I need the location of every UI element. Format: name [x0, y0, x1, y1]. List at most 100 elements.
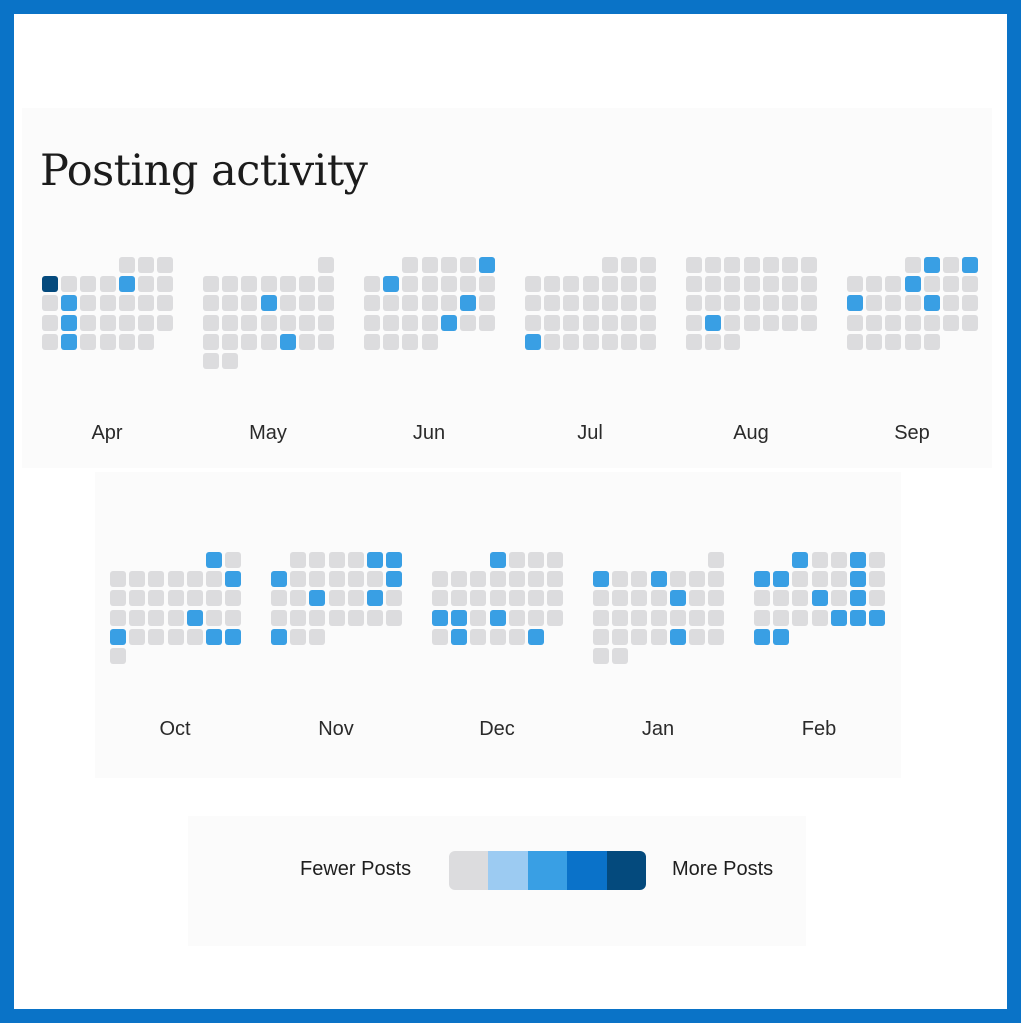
- day-cell-sep-11: [962, 276, 979, 293]
- day-cell-jan-7: [689, 571, 705, 588]
- day-cell-feb-25: [850, 609, 866, 626]
- day-cell-jul-11: [525, 295, 541, 312]
- day-cell-sep-27: [866, 333, 883, 350]
- day-cell-nov-23: [309, 609, 326, 626]
- day-cell-sep-12: [847, 295, 863, 312]
- day-cell-nov-14: [271, 590, 287, 607]
- day-cell-may-5: [260, 276, 277, 293]
- day-cell-dec-24: [528, 609, 544, 626]
- day-cell-may-25: [241, 333, 258, 350]
- day-cell-dec-19: [432, 609, 448, 626]
- day-cell-oct-26: [148, 628, 165, 645]
- day-cell-sep-5: [847, 276, 863, 293]
- day-cell-jan-19: [650, 609, 667, 626]
- day-cell-aug-22: [686, 314, 702, 331]
- day-cell-aug-27: [782, 314, 798, 331]
- day-cell-may-26: [260, 333, 277, 350]
- day-cell-jun-30: [421, 333, 438, 350]
- day-cell-feb-27: [754, 628, 770, 645]
- day-cell-sep-22: [904, 314, 921, 331]
- day-cell-jul-17: [640, 295, 657, 312]
- day-cell-feb-11: [850, 571, 866, 588]
- day-cell-oct-18: [129, 609, 146, 626]
- day-cell-jun-12: [479, 276, 496, 293]
- day-cell-jun-18: [460, 295, 476, 312]
- day-cell-apr-8: [118, 276, 135, 293]
- day-cell-may-29: [318, 333, 335, 350]
- day-cell-nov-2: [309, 552, 326, 568]
- day-cell-dec-27: [451, 628, 468, 645]
- month-label-may: May: [249, 422, 287, 444]
- day-cell-dec-31: [528, 628, 544, 645]
- month-label-sep: Sep: [894, 422, 930, 444]
- day-cell-dec-17: [528, 590, 544, 607]
- day-cell-apr-7: [99, 276, 116, 293]
- day-cell-nov-6: [386, 552, 403, 568]
- day-cell-feb-26: [869, 609, 886, 626]
- day-cell-jul-27: [563, 333, 580, 350]
- day-cell-sep-4: [962, 257, 979, 273]
- day-cell-jan-21: [689, 609, 705, 626]
- day-cell-dec-14: [470, 590, 487, 607]
- day-cell-feb-10: [830, 571, 847, 588]
- day-cell-oct-16: [225, 590, 242, 607]
- day-cell-apr-29: [118, 333, 135, 350]
- day-cell-jan-6: [669, 571, 686, 588]
- day-cell-nov-24: [328, 609, 345, 626]
- day-cell-may-7: [299, 276, 315, 293]
- day-cell-sep-20: [866, 314, 883, 331]
- day-cell-dec-20: [451, 609, 468, 626]
- day-cell-sep-9: [923, 276, 940, 293]
- day-cell-nov-28: [271, 628, 287, 645]
- day-cell-dec-13: [451, 590, 468, 607]
- day-cell-oct-14: [186, 590, 203, 607]
- day-cell-jul-2: [621, 257, 637, 273]
- day-cell-jun-14: [383, 295, 400, 312]
- day-cell-aug-14: [801, 276, 818, 293]
- month-label-aug: Aug: [733, 422, 769, 444]
- day-cell-jan-26: [650, 628, 667, 645]
- day-cell-nov-19: [367, 590, 383, 607]
- day-cell-feb-28: [773, 628, 790, 645]
- day-cell-nov-30: [309, 628, 326, 645]
- day-cell-sep-10: [943, 276, 959, 293]
- day-cell-nov-25: [347, 609, 364, 626]
- day-cell-nov-9: [309, 571, 326, 588]
- day-cell-dec-7: [470, 571, 487, 588]
- day-cell-may-22: [318, 314, 335, 331]
- day-cell-jan-31: [612, 648, 629, 664]
- day-cell-jun-29: [402, 333, 419, 350]
- day-cell-jul-24: [640, 314, 657, 331]
- day-cell-nov-12: [367, 571, 383, 588]
- day-cell-jan-8: [708, 571, 725, 588]
- day-cell-sep-6: [866, 276, 883, 293]
- day-cell-aug-9: [705, 276, 722, 293]
- day-cell-may-23: [203, 333, 219, 350]
- day-cell-apr-19: [61, 314, 78, 331]
- day-cell-feb-20: [754, 609, 770, 626]
- day-cell-feb-2: [811, 552, 828, 568]
- day-cell-jul-30: [621, 333, 637, 350]
- day-cell-may-13: [279, 295, 296, 312]
- day-cell-nov-22: [290, 609, 307, 626]
- day-cell-sep-2: [923, 257, 940, 273]
- day-cell-jun-23: [421, 314, 438, 331]
- day-cell-oct-12: [148, 590, 165, 607]
- day-cell-aug-29: [686, 333, 702, 350]
- page-title: Posting activity: [40, 146, 368, 196]
- legend-swatch-level-0: [449, 851, 489, 890]
- day-cell-feb-13: [754, 590, 770, 607]
- day-cell-sep-3: [943, 257, 959, 273]
- day-cell-dec-9: [508, 571, 525, 588]
- day-cell-nov-26: [367, 609, 383, 626]
- legend-swatch-level-1: [488, 851, 528, 890]
- day-cell-may-6: [279, 276, 296, 293]
- day-cell-jul-14: [582, 295, 599, 312]
- day-cell-jul-22: [601, 314, 618, 331]
- day-cell-jul-12: [544, 295, 561, 312]
- day-cell-jan-10: [612, 590, 629, 607]
- day-cell-jul-20: [563, 314, 580, 331]
- day-cell-may-4: [241, 276, 258, 293]
- day-cell-apr-28: [99, 333, 116, 350]
- day-cell-jul-31: [640, 333, 657, 350]
